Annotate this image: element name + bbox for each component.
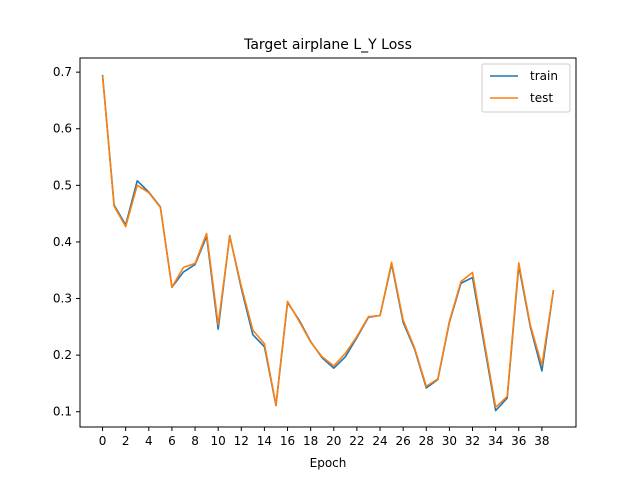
legend-label-train: train [530, 69, 558, 83]
x-ticks: 0 2 4 6 8 10 12 14 16 18 20 22 24 26 28 30 32 34 36 38 [99, 427, 550, 448]
y-tick-label: 0.7 [53, 65, 72, 79]
x-tick-label: 10 [211, 434, 226, 448]
plot-area: 0 2 4 6 8 10 12 14 16 18 20 22 24 26 28 30 32 34 36 38 0.10… [53, 57, 577, 448]
x-tick-label: 24 [372, 434, 387, 448]
x-tick-label: 8 [191, 434, 199, 448]
legend-label-test: test [530, 91, 553, 105]
x-tick-label: 30 [442, 434, 457, 448]
x-tick-label: 18 [303, 434, 318, 448]
x-tick-label: 34 [488, 434, 503, 448]
x-tick-label: 38 [534, 434, 549, 448]
x-axis-label: Epoch [310, 456, 347, 470]
x-tick-label: 32 [465, 434, 480, 448]
chart-title: Target airplane L_Y Loss [243, 37, 412, 53]
x-tick-label: 28 [419, 434, 434, 448]
x-tick-label: 26 [396, 434, 411, 448]
y-tick-label: 0.6 [53, 122, 72, 136]
series-line-train [101, 74, 555, 412]
x-tick-label: 12 [234, 434, 249, 448]
y-tick-label: 0.1 [53, 405, 72, 419]
x-tick-label: 20 [326, 434, 341, 448]
x-tick-label: 16 [280, 434, 295, 448]
y-ticks: 0.1 0.2 0.3 0.4 0.5 0.6 0.7 [53, 65, 80, 419]
x-tick-label: 36 [511, 434, 526, 448]
x-tick-label: 0 [99, 434, 107, 448]
x-tick-label: 6 [168, 434, 176, 448]
y-tick-label: 0.3 [53, 292, 72, 306]
x-tick-label: 2 [122, 434, 130, 448]
series-line-test [101, 75, 555, 408]
y-tick-label: 0.4 [53, 235, 72, 249]
x-tick-label: 22 [349, 434, 364, 448]
series-layer [101, 74, 555, 412]
x-tick-label: 14 [257, 434, 272, 448]
y-tick-label: 0.2 [53, 348, 72, 362]
x-tick-label: 4 [145, 434, 153, 448]
y-tick-label: 0.5 [53, 178, 72, 192]
legend: train test [481, 63, 571, 113]
axes-frame [79, 57, 577, 428]
